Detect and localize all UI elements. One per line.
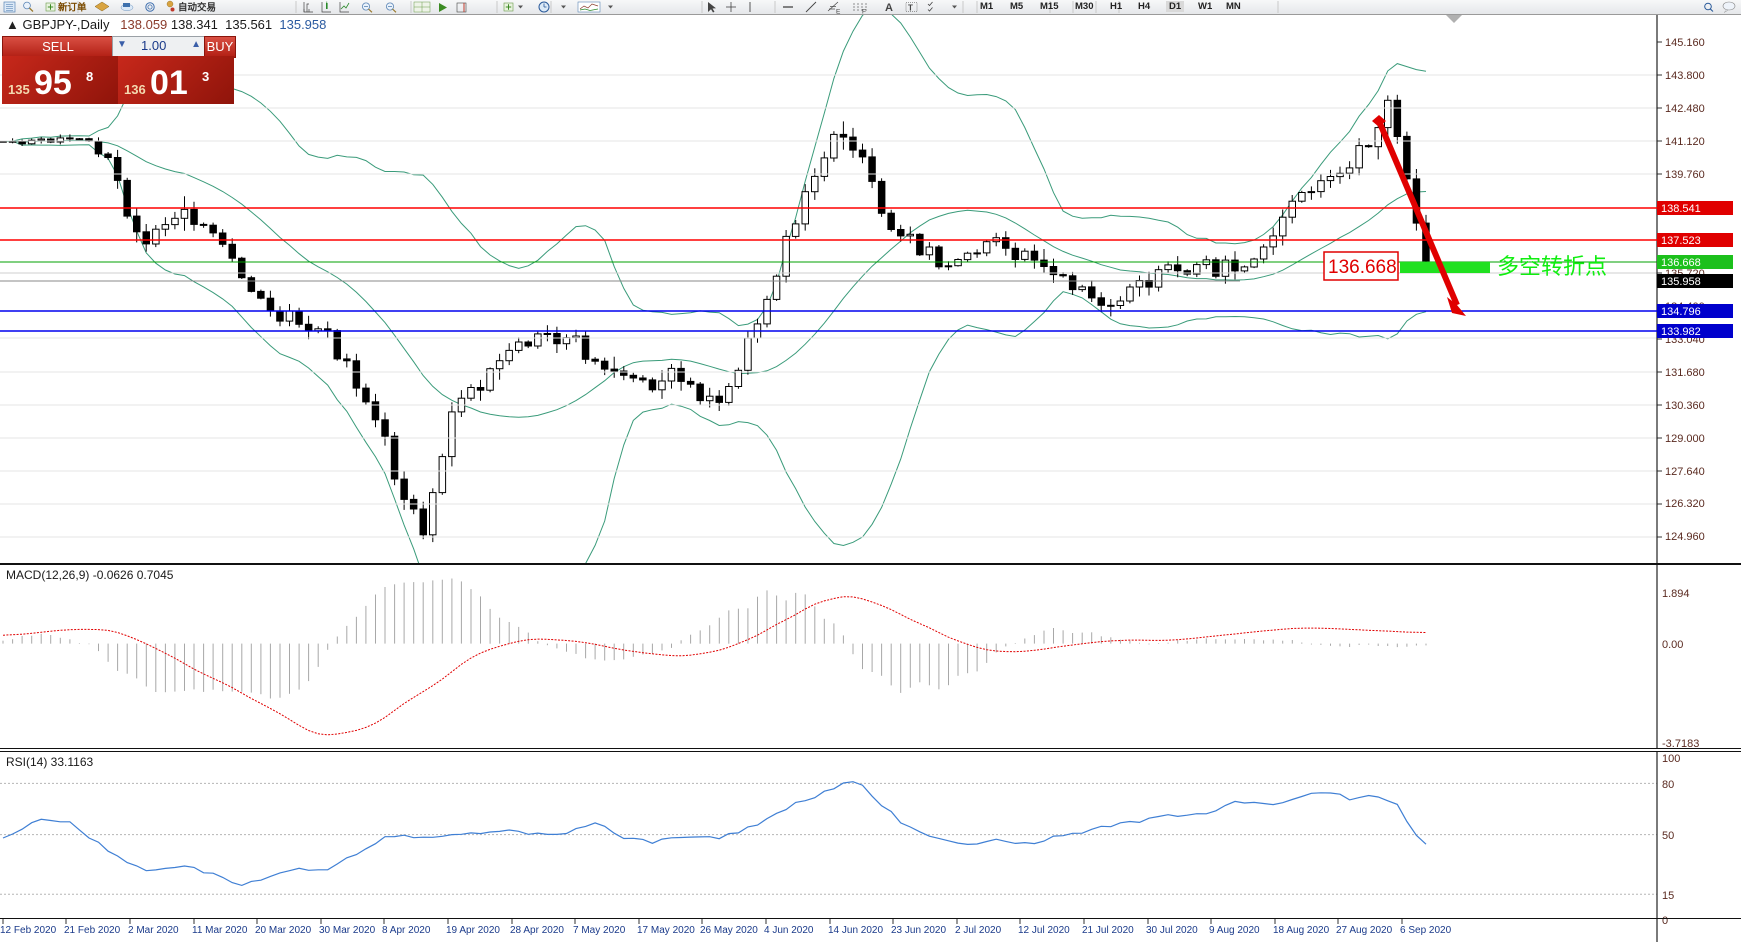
- svg-text:0.00: 0.00: [1662, 639, 1683, 651]
- svg-text:1.894: 1.894: [1662, 588, 1690, 600]
- svg-text:-3.7183: -3.7183: [1662, 738, 1699, 748]
- svg-text:50: 50: [1662, 830, 1674, 842]
- svg-text:100: 100: [1662, 753, 1680, 765]
- svg-text:15: 15: [1662, 890, 1674, 902]
- svg-text:80: 80: [1662, 779, 1674, 791]
